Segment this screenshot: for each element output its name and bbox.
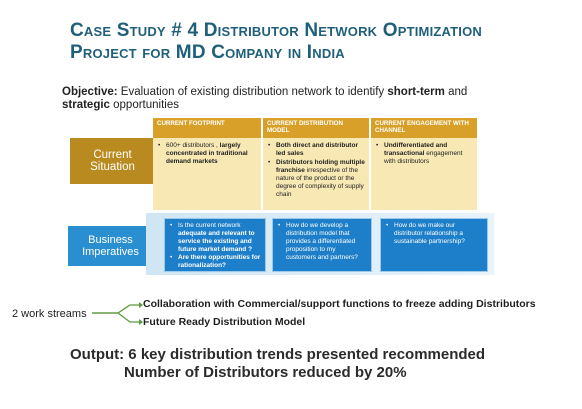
objective-bold-1: short-term — [387, 86, 445, 98]
output-line-2: Number of Distributors reduced by 20% — [124, 364, 407, 381]
arrow-to-stream-2 — [92, 312, 139, 323]
work-stream-1: Collaboration with Commercial/support fu… — [143, 298, 536, 310]
imperative-engagement: How do we make our distributor relations… — [380, 218, 488, 272]
footprint-bullet: 600+ distributors , largely concentrated… — [157, 142, 257, 166]
objective-bold-2: strategic — [62, 99, 110, 111]
imperative-footprint: Is the current network adequate and rele… — [164, 218, 266, 272]
arrow-to-stream-1 — [92, 304, 139, 314]
engagement-details: Undifferentiated and transactional engag… — [371, 138, 477, 210]
page-title: Case Study # 4 Distributor Network Optim… — [70, 20, 570, 64]
title-line-2: Project for MD Company in India — [70, 42, 345, 63]
imperative-distribution-model: How do we develop a distribution model t… — [272, 218, 372, 272]
work-streams-label: 2 work streams — [12, 308, 87, 320]
engagement-bullet: Undifferentiated and transactional engag… — [375, 142, 473, 166]
distribution-model-details: Both direct and distributor led sales Di… — [263, 138, 369, 210]
distribution-model-bullet-1: Both direct and distributor led sales — [267, 142, 365, 158]
column-header-distribution-model: Current Distribution Model — [263, 118, 369, 138]
objective-statement: Objective: Evaluation of existing distri… — [62, 86, 482, 112]
business-imperatives-label: Business Imperatives — [68, 226, 153, 266]
output-line-1: Output: 6 key distribution trends presen… — [70, 346, 486, 363]
objective-text-1: Evaluation of existing distribution netw… — [117, 86, 388, 98]
column-header-footprint: Current Footprint — [153, 118, 261, 138]
current-situation-label: Current Situation — [70, 138, 155, 184]
imperative-footprint-bullet-1: Is the current network adequate and rele… — [169, 222, 261, 254]
title-line-1: Case Study # 4 Distributor Network Optim… — [70, 20, 482, 41]
objective-text-3: opportunities — [109, 99, 179, 111]
column-header-engagement: Current Engagement with Channel — [371, 118, 477, 138]
imperative-distribution-model-bullet: How do we develop a distribution model t… — [277, 222, 367, 262]
output-statement: Output: 6 key distribution trends presen… — [70, 346, 570, 382]
objective-text-2: and — [444, 86, 468, 98]
imperative-engagement-bullet: How do we make our distributor relations… — [385, 222, 483, 246]
work-stream-2: Future Ready Distribution Model — [143, 316, 306, 328]
distribution-model-bullet-2: Distributors holding multiple franchise … — [267, 159, 365, 199]
footprint-details: 600+ distributors , largely concentrated… — [153, 138, 261, 210]
imperative-footprint-bullet-2: Are there opportunities for rationalizat… — [169, 254, 261, 270]
objective-label: Objective: — [62, 86, 118, 98]
